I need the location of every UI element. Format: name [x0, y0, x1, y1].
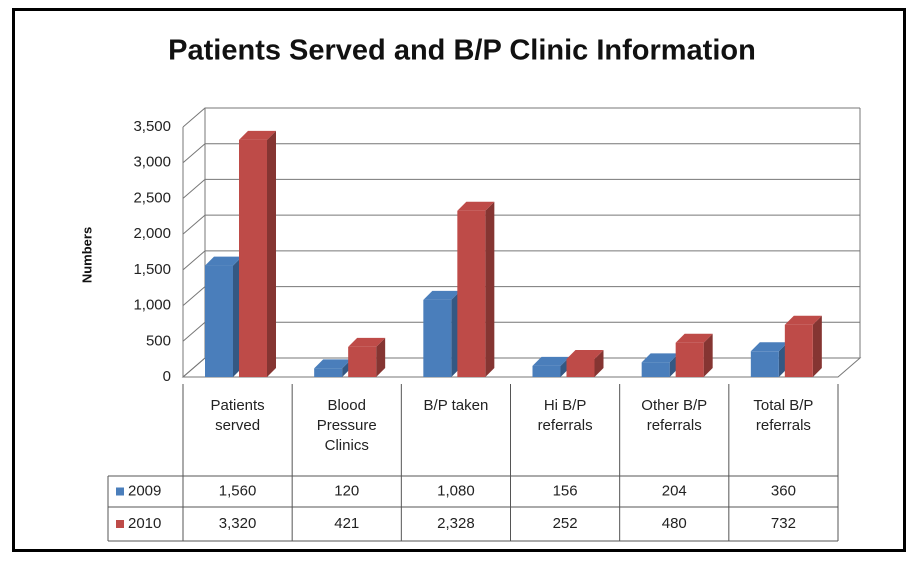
bar: [750, 351, 779, 377]
y-tick-label: 2,500: [133, 189, 171, 206]
category-label: B/P taken: [423, 397, 489, 414]
grid-line: [182, 107, 860, 128]
value-label: 480: [662, 515, 687, 532]
bar: [239, 139, 267, 377]
bar-top: [348, 337, 386, 347]
category-label: Other B/P referrals: [641, 397, 708, 434]
value-label: 360: [771, 482, 796, 499]
y-axis-label: Numbers: [79, 227, 94, 283]
bar: [532, 365, 561, 377]
bar-top: [566, 350, 604, 359]
y-tick-label: 1,000: [133, 297, 171, 314]
value-label: 1,560: [219, 482, 257, 499]
value-label: 120: [334, 482, 359, 499]
y-tick-label: 1,500: [133, 261, 171, 278]
grid-line: [182, 214, 860, 235]
value-label: 3,320: [219, 515, 257, 532]
category-label: Blood Pressure Clinics: [316, 397, 377, 454]
value-label: 421: [334, 515, 359, 532]
bar: [566, 359, 595, 377]
grid-line: [182, 178, 860, 199]
bar-top: [675, 333, 713, 343]
bar: [641, 362, 670, 377]
bar-top: [314, 359, 352, 369]
value-label: 732: [771, 515, 796, 532]
bar-top: [532, 356, 570, 366]
value-label: 156: [553, 482, 578, 499]
grid-line: [182, 321, 860, 342]
y-tick-label: 2,000: [133, 225, 171, 242]
bar-side: [485, 201, 495, 377]
frame: [12, 8, 906, 552]
bar: [205, 265, 233, 377]
bar: [784, 324, 813, 377]
bar: [348, 346, 377, 377]
bar-side: [703, 333, 713, 377]
value-label: 252: [553, 515, 578, 532]
y-tick-label: 3,000: [133, 154, 171, 171]
bar-top: [750, 342, 788, 352]
bar: [457, 210, 486, 377]
y-tick-label: 500: [146, 332, 171, 349]
bar-top: [239, 130, 276, 140]
bar: [314, 368, 343, 377]
y-tick-label: 3,500: [133, 118, 171, 135]
value-label: 204: [662, 482, 687, 499]
bar: [423, 299, 452, 377]
bar-top: [641, 353, 679, 363]
chart-title: Patients Served and B/P Clinic Informati…: [168, 35, 756, 67]
category-label: Total B/P referrals: [753, 397, 814, 434]
bar-top: [784, 315, 822, 325]
y-tick-label: 0: [163, 368, 171, 385]
category-label: Patients served: [210, 397, 265, 434]
bar-side: [812, 315, 822, 377]
value-label: 1,080: [437, 482, 475, 499]
grid-line: [182, 286, 860, 306]
bar: [675, 342, 704, 377]
bar-top: [205, 256, 242, 266]
legend-label: 2010: [128, 515, 161, 532]
legend-swatch: [116, 520, 124, 528]
legend-swatch: [116, 487, 124, 496]
bar-side: [376, 337, 386, 377]
bar-side: [267, 130, 276, 377]
value-label: 2,328: [437, 515, 475, 532]
grid-line: [182, 250, 860, 271]
legend-label: 2009: [128, 482, 161, 499]
category-label: Hi B/P referrals: [537, 397, 593, 434]
bar-top: [457, 201, 495, 211]
bar-top: [423, 290, 461, 300]
grid-line: [182, 143, 860, 164]
